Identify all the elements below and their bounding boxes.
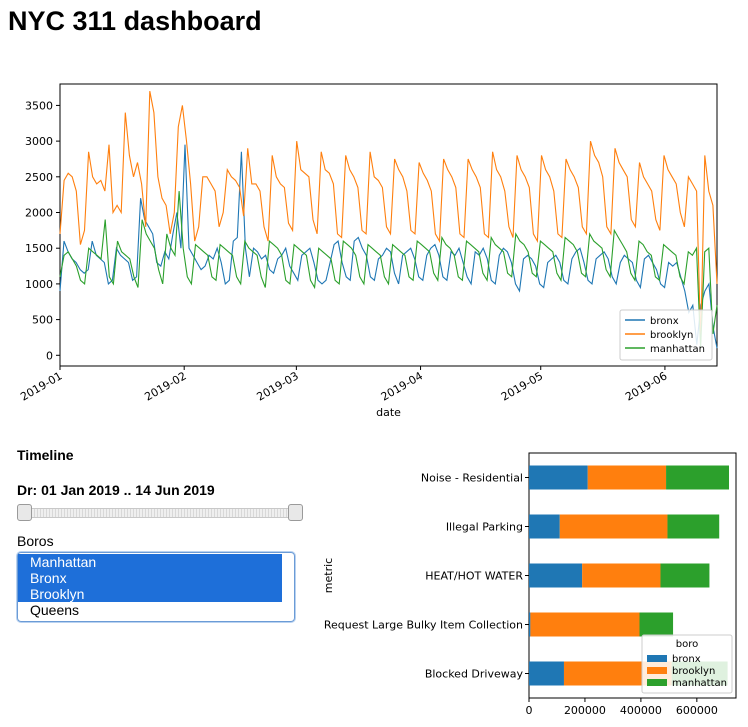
y-tick-label: 500 <box>32 314 53 327</box>
series-line-brooklyn <box>59 90 718 342</box>
category-label: Blocked Driveway <box>425 668 524 681</box>
date-range-prefix: Dr: <box>17 482 38 498</box>
bar-bronx <box>529 661 564 686</box>
x-tick-label: 600000 <box>676 704 718 717</box>
legend-label-bronx: bronx <box>650 316 679 327</box>
legend-label-manhattan: manhattan <box>672 678 727 689</box>
plot-frame <box>59 83 718 367</box>
category-label: Noise - Residential <box>421 472 523 485</box>
y-tick-label: 0 <box>46 349 53 362</box>
boros-option-manhattan[interactable]: Manhattan <box>18 554 282 570</box>
boros-option-bronx[interactable]: Bronx <box>18 570 282 586</box>
x-tick-label: 0 <box>526 704 533 717</box>
y-tick-label: 2000 <box>25 207 53 220</box>
series-line-manhattan <box>59 191 718 349</box>
slider-track[interactable] <box>21 508 298 518</box>
bar-brooklyn <box>587 465 667 490</box>
x-tick-label: 2019-06 <box>623 369 669 403</box>
y-axis-label: metric <box>322 558 335 593</box>
category-label: HEAT/HOT WATER <box>425 570 523 583</box>
legend-swatch-bronx <box>647 655 667 662</box>
bar-manhattan <box>639 612 674 637</box>
series-line-bronx <box>59 144 718 349</box>
legend-swatch-brooklyn <box>647 667 667 674</box>
x-tick-label: 200000 <box>564 704 606 717</box>
date-range-slider[interactable] <box>17 504 303 521</box>
page-title: NYC 311 dashboard <box>8 6 262 36</box>
bar-bronx <box>529 514 560 539</box>
boros-option-queens[interactable]: Queens <box>30 602 80 618</box>
date-range-readout: Dr: 01 Jan 2019 .. 14 Jun 2019 <box>17 482 317 498</box>
timeline-heading: Timeline <box>17 447 74 463</box>
category-label: Request Large Bulky Item Collection <box>324 619 523 632</box>
y-tick-label: 3000 <box>25 135 53 148</box>
bar-bronx <box>529 563 583 588</box>
slider-start-handle[interactable] <box>17 504 32 521</box>
metric-stacked-bar-chart: Noise - Residential Illegal Parking HEAT/H… <box>322 452 737 717</box>
legend-label-brooklyn: brooklyn <box>672 666 715 677</box>
timeline-controls: Timeline Dr: 01 Jan 2019 .. 14 Jun 2019 … <box>17 447 317 622</box>
x-axis-label: date <box>376 406 401 419</box>
bar-manhattan <box>667 514 720 539</box>
legend-label-brooklyn: brooklyn <box>650 330 693 341</box>
boros-label: Boros <box>17 533 54 549</box>
bar-bronx <box>529 465 588 490</box>
bar-brooklyn <box>559 514 668 539</box>
bar-brooklyn <box>530 612 640 637</box>
legend-label-bronx: bronx <box>672 654 701 665</box>
x-tick-label: 2019-05 <box>499 369 545 403</box>
y-tick-label: 1000 <box>25 278 53 291</box>
x-tick-label: 2019-01 <box>18 369 64 403</box>
legend-label-manhattan: manhattan <box>650 344 705 355</box>
bar-manhattan <box>660 563 710 588</box>
timeline-line-chart: 0 500 1000 1500 2000 2500 3000 3500 2019-01 2019-… <box>18 83 718 419</box>
x-tick-label: 2019-04 <box>379 369 425 403</box>
date-range-value: 01 Jan 2019 .. 14 Jun 2019 <box>41 482 215 498</box>
category-label: Illegal Parking <box>446 521 523 534</box>
y-tick-label: 1500 <box>25 242 53 255</box>
legend-box <box>641 634 733 694</box>
boros-option-brooklyn[interactable]: Brooklyn <box>18 586 282 602</box>
x-tick-label: 2019-03 <box>255 369 301 403</box>
legend-swatch-manhattan <box>647 679 667 686</box>
x-tick-label: 400000 <box>620 704 662 717</box>
x-tick-label: 2019-02 <box>142 369 188 403</box>
y-tick-label: 3500 <box>25 99 53 112</box>
bar-bronx <box>529 612 531 637</box>
bar-brooklyn <box>582 563 661 588</box>
boros-multiselect[interactable]: Manhattan Bronx Brooklyn Queens <box>17 552 295 622</box>
legend-title: boro <box>676 639 698 650</box>
bar-manhattan <box>666 465 730 490</box>
slider-end-handle[interactable] <box>288 504 303 521</box>
y-tick-label: 2500 <box>25 171 53 184</box>
